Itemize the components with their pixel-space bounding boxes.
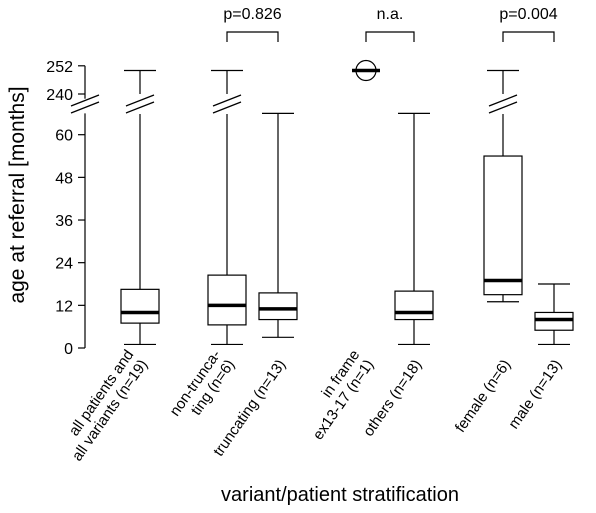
y-tick-label: 12 [55, 298, 73, 315]
x-axis-title: variant/patient stratification [221, 484, 459, 506]
break-slash [125, 101, 155, 114]
break-slash [488, 94, 518, 107]
comparison-bracket-1: p=0.826 [223, 6, 282, 42]
break-slash [212, 94, 242, 107]
y-tick-label: 240 [46, 87, 73, 104]
iqr-box [394, 290, 434, 321]
y-tick-label: 252 [46, 59, 73, 76]
significance-brackets: p=0.826 n.a. p=0.004 [223, 6, 558, 42]
whisker-break-gap [212, 94, 242, 114]
box-group-1 [120, 69, 160, 346]
y-axis-title: age at referral [months] [6, 86, 29, 303]
break-slash [212, 101, 242, 114]
box-group-5 [394, 112, 434, 346]
axis-break-mark [488, 94, 518, 114]
category-label-line: male (n=13) [505, 357, 565, 433]
bracket-line [365, 31, 415, 42]
iqr-box [207, 274, 247, 326]
axis-break-mark [212, 94, 242, 114]
y-tick-label: 24 [55, 256, 73, 273]
x-tick-labels: all patients andall variants (n=19) non-t… [55, 347, 566, 465]
category-label-6: female (n=6) [452, 357, 514, 436]
box-group-4 [352, 59, 380, 82]
whisker-break-gap [488, 94, 518, 114]
box-group-2 [207, 69, 247, 346]
axis-break-mark [70, 94, 100, 114]
box-group-3 [258, 112, 298, 338]
comparison-bracket-3: p=0.004 [499, 6, 558, 42]
p-value-label: p=0.004 [499, 6, 557, 23]
category-label-1: all patients andall variants (n=19) [55, 347, 151, 465]
y-tick-label: 0 [64, 341, 73, 358]
break-slash [70, 94, 100, 107]
iqr-box [258, 292, 298, 321]
y-tick-label: 36 [55, 213, 73, 230]
iqr-box [120, 288, 160, 324]
whisker-break-gap [125, 94, 155, 114]
axis-break-mark [125, 94, 155, 114]
break-slash [488, 101, 518, 114]
category-label-2: non-trunca-ting (n=6) [166, 347, 238, 429]
p-value-label: p=0.826 [223, 6, 281, 23]
break-slash [70, 101, 100, 114]
bracket-line [226, 31, 279, 42]
bracket-line [502, 31, 555, 42]
plot-area [120, 59, 574, 346]
y-tick-label: 48 [55, 170, 73, 187]
box-group-6 [483, 69, 523, 303]
y-tick-label: 60 [55, 128, 73, 145]
comparison-bracket-2: n.a. [365, 6, 415, 42]
box-group-7 [534, 283, 574, 346]
break-slash [125, 94, 155, 107]
category-label-line: female (n=6) [452, 357, 514, 436]
iqr-box [483, 155, 523, 296]
iqr-box [534, 311, 574, 331]
p-value-label: n.a. [377, 6, 404, 23]
category-label-7: male (n=13) [505, 357, 565, 433]
y-axis: 0 12 24 36 48 60 240 252 [46, 59, 100, 358]
